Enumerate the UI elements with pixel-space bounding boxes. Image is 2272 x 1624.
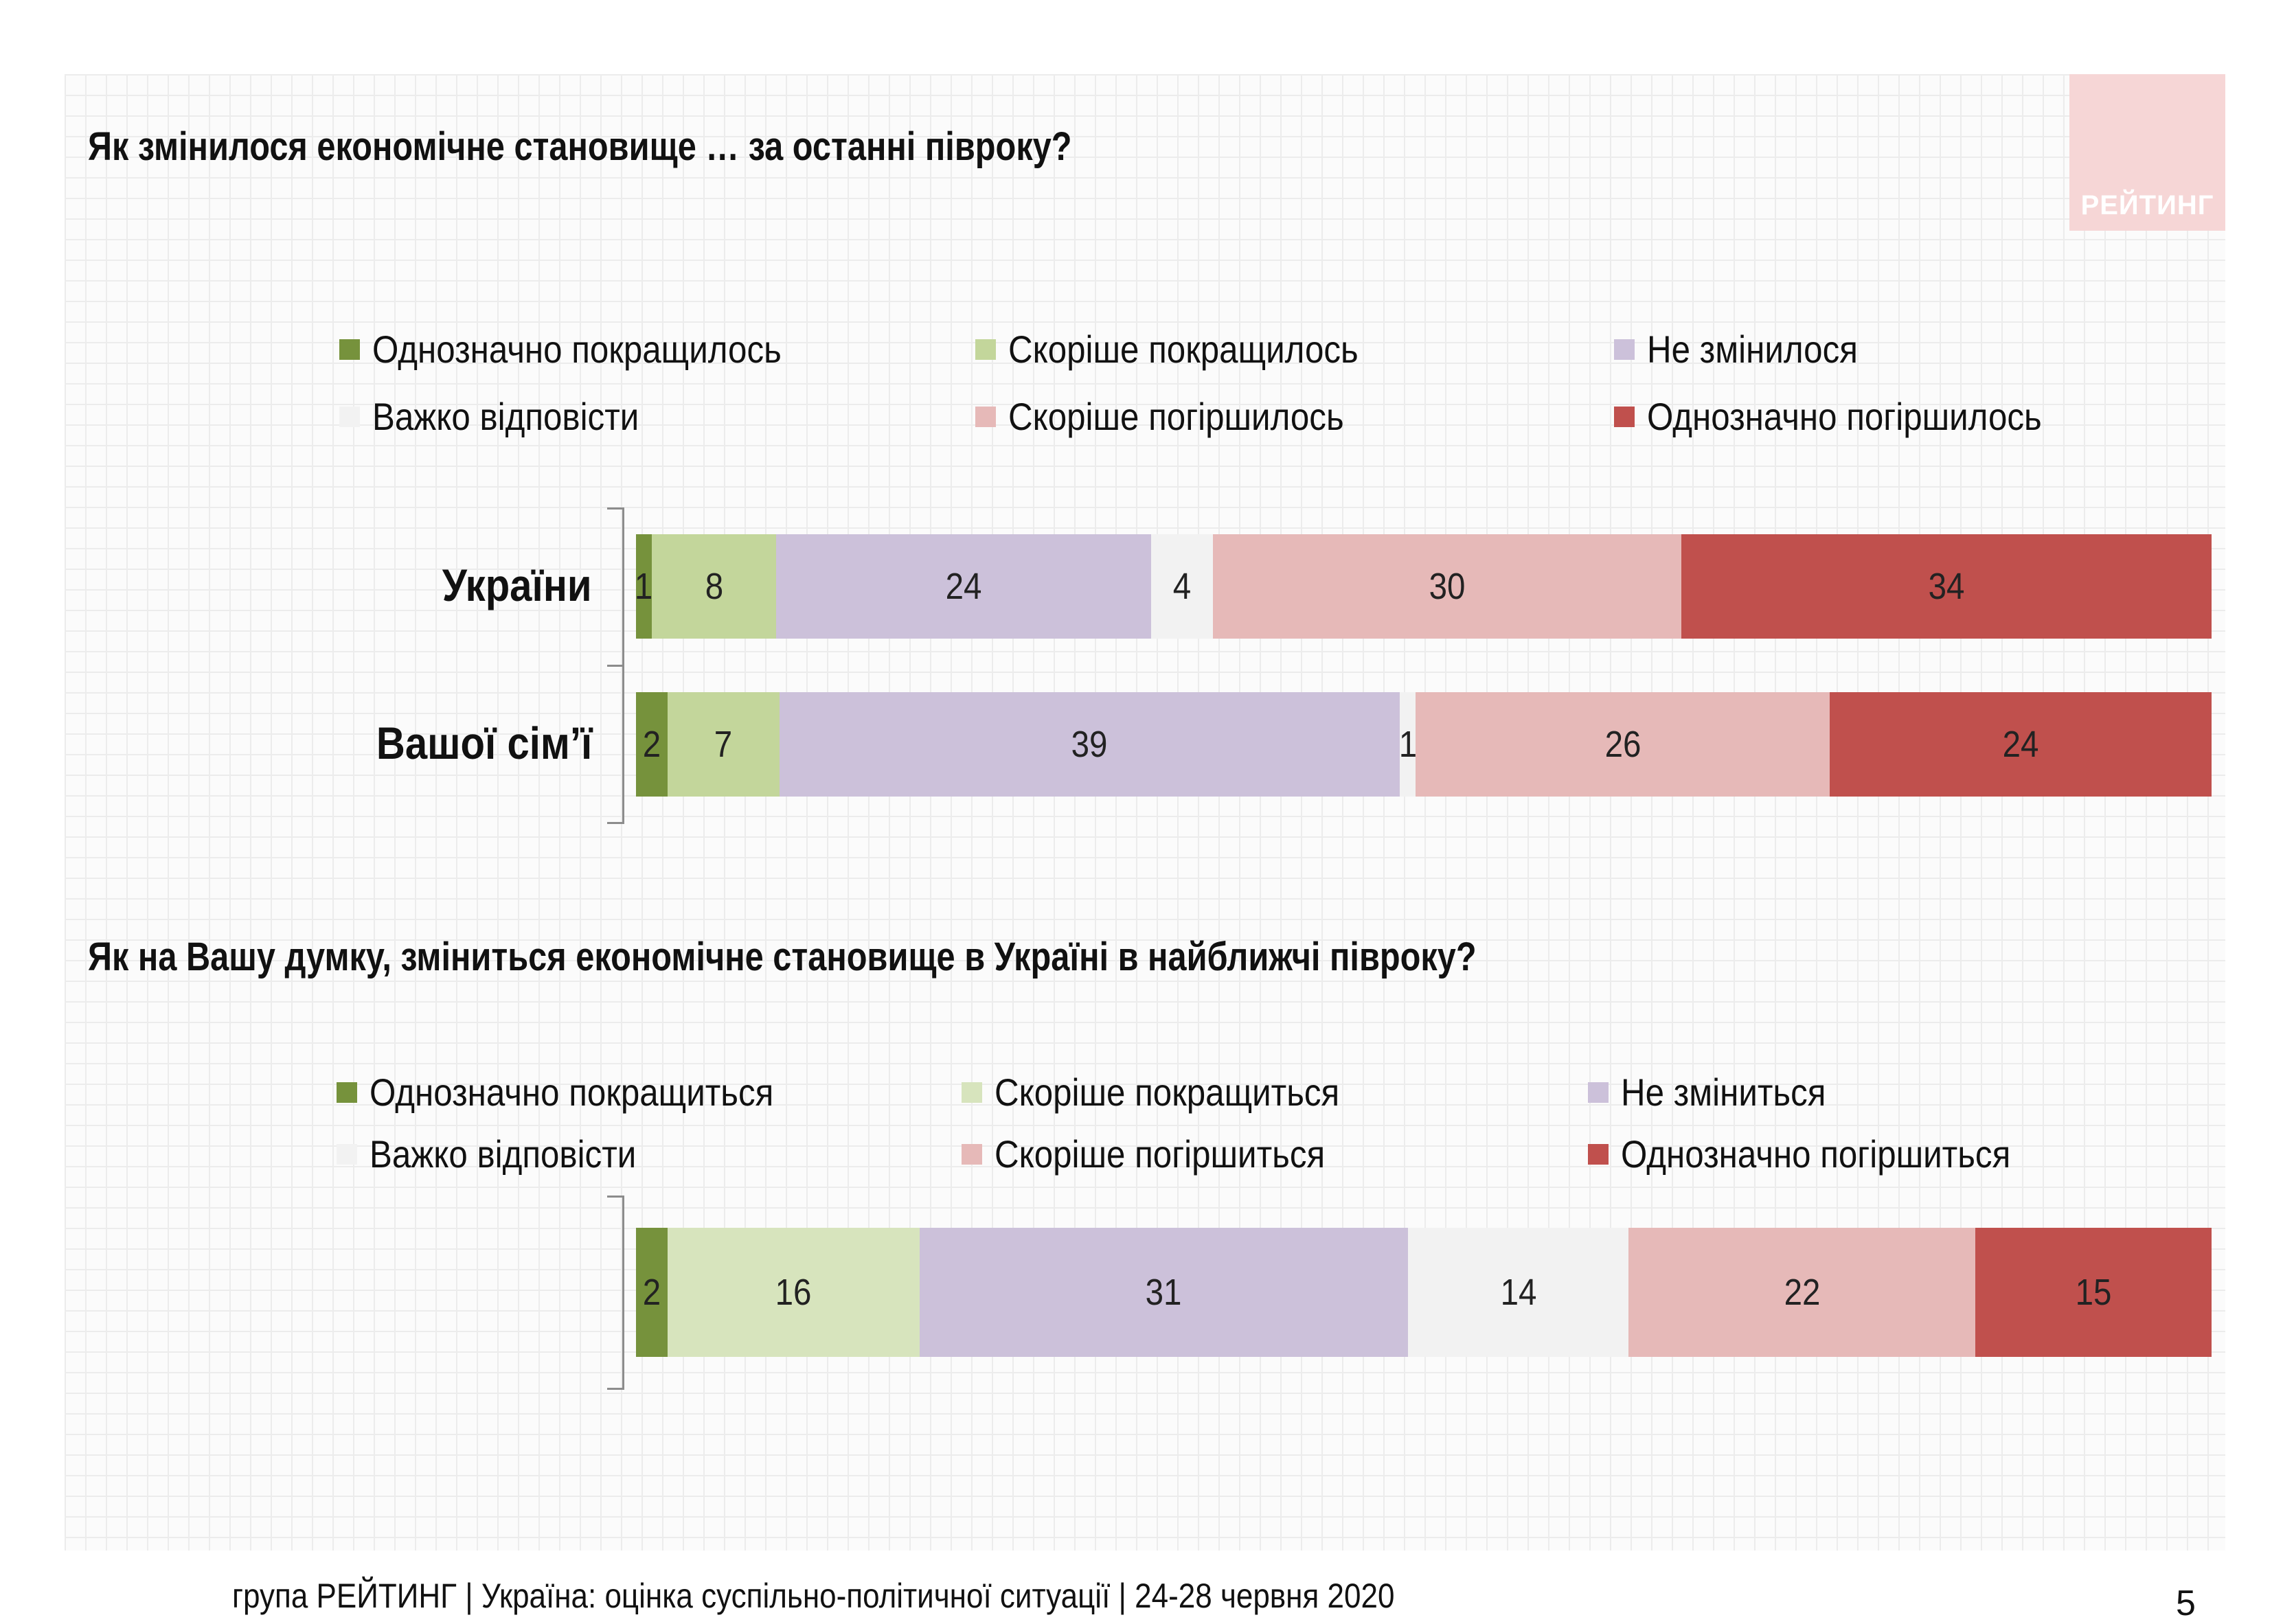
legend-swatch (962, 1082, 982, 1103)
data-label: 7 (714, 724, 733, 765)
legend-item-somewhat-improve: Скоріше покращиться (962, 1070, 1387, 1114)
axis-tick (607, 507, 624, 510)
data-label: 24 (2002, 724, 2039, 765)
bar-segment-strong-improve: 1 (635, 534, 653, 639)
bar-segment-no-change: 31 (919, 1228, 1409, 1357)
legend-label: Однозначно покращиться (370, 1071, 774, 1114)
data-label: 39 (1071, 724, 1108, 765)
data-label: 15 (2075, 1272, 2112, 1313)
bar-segment-no-change: 24 (776, 534, 1151, 639)
legend-item-somewhat-improve: Скоріше покращилось (975, 327, 1406, 371)
axis-tick (607, 1388, 624, 1390)
legend-item-strong-worse: Однозначно погіршиться (1588, 1132, 2064, 1176)
legend-label: Скоріше погіршиться (995, 1132, 1326, 1176)
bar-segment-somewhat-improve: 8 (651, 534, 777, 639)
bar-segment-somewhat-worse: 30 (1213, 534, 1681, 639)
bar-segment-somewhat-worse: 22 (1628, 1228, 1975, 1357)
bar-segment-somewhat-worse: 26 (1416, 692, 1830, 797)
bar-segment-somewhat-improve: 7 (668, 692, 780, 797)
legend-swatch (962, 1143, 982, 1165)
legend-swatch (975, 339, 996, 360)
legend-swatch (1588, 1143, 1609, 1165)
data-label: 34 (1928, 566, 1965, 607)
chart1-title: Як змінилося економічне становище … за о… (88, 124, 1072, 169)
data-label: 16 (775, 1272, 812, 1313)
legend-item-strong-improve: Однозначно покращилось (339, 327, 837, 371)
bar-segment-hard-to-say: 1 (1398, 692, 1418, 797)
legend-swatch (1614, 406, 1635, 427)
legend-item-hard-to-say: Важко відповісти (337, 1132, 672, 1176)
legend-label: Скоріше покращиться (995, 1071, 1340, 1114)
bar-segment-strong-worse: 24 (1829, 692, 2212, 797)
legend-label: Не зміниться (1621, 1071, 1826, 1114)
legend-label: Важко відповісти (370, 1132, 637, 1176)
data-label: 2 (642, 724, 661, 765)
bar-segment-no-change: 39 (779, 692, 1400, 797)
data-label: 14 (1500, 1272, 1537, 1313)
data-label: 30 (1429, 566, 1466, 607)
category-label: України (442, 560, 592, 610)
data-label: 26 (1604, 724, 1641, 765)
page-number: 5 (2176, 1583, 2196, 1623)
axis-tick (607, 822, 624, 824)
legend-swatch (1588, 1082, 1609, 1103)
legend-item-strong-improve: Однозначно покращиться (337, 1070, 829, 1114)
legend-item-no-change: Не зміниться (1588, 1070, 1854, 1114)
legend-item-no-change: Не змінилося (1614, 327, 1887, 371)
legend-label: Однозначно покращилось (372, 328, 782, 371)
bar-segment-strong-worse: 15 (1975, 1228, 2212, 1357)
data-label: 1 (1398, 724, 1418, 765)
legend-swatch (339, 339, 360, 360)
chart-background (65, 74, 2225, 1551)
rating-logo: РЕЙТИНГ (2069, 74, 2225, 231)
legend-item-hard-to-say: Важко відповісти (339, 394, 675, 439)
footer: група РЕЙТИНГ | Україна: оцінка суспільн… (232, 1577, 1395, 1615)
legend-item-strong-worse: Однозначно погіршилось (1614, 394, 2095, 439)
legend-swatch (337, 1143, 357, 1165)
data-label: 22 (1784, 1272, 1820, 1313)
legend-label: Не змінилося (1647, 328, 1858, 371)
category-axis (622, 1196, 624, 1388)
legend-label: Однозначно погіршилось (1647, 395, 2042, 438)
bar-segment-hard-to-say: 14 (1408, 1228, 1629, 1357)
data-label: 8 (705, 566, 723, 607)
legend-label: Скоріше погіршилось (1008, 395, 1344, 438)
bar-segment-strong-improve: 2 (636, 1228, 668, 1357)
axis-tick (607, 1196, 624, 1198)
data-label: 24 (945, 566, 982, 607)
data-label: 1 (635, 566, 653, 607)
legend-swatch (337, 1082, 357, 1103)
data-label: 31 (1146, 1272, 1182, 1313)
axis-tick (607, 665, 624, 667)
legend-label: Важко відповісти (372, 395, 639, 438)
legend-label: Однозначно погіршиться (1621, 1132, 2011, 1176)
bar-segment-hard-to-say: 4 (1150, 534, 1214, 639)
bar-segment-strong-worse: 34 (1681, 534, 2212, 639)
bar-segment-strong-improve: 2 (636, 692, 668, 797)
data-label: 2 (642, 1272, 661, 1313)
logo-text: РЕЙТИНГ (2080, 190, 2214, 220)
category-label: Вашої сім’ї (376, 718, 592, 768)
chart2-title: Як на Вашу думку, зміниться економічне с… (88, 935, 1477, 979)
data-label: 4 (1172, 566, 1192, 607)
legend-swatch (339, 406, 360, 427)
legend-swatch (1614, 339, 1635, 360)
bar-segment-somewhat-improve: 16 (667, 1228, 920, 1357)
legend-item-somewhat-worse: Скоріше погіршилось (975, 394, 1389, 439)
legend-label: Скоріше покращилось (1008, 328, 1359, 371)
legend-swatch (975, 406, 996, 427)
legend-item-somewhat-worse: Скоріше погіршиться (962, 1132, 1370, 1176)
